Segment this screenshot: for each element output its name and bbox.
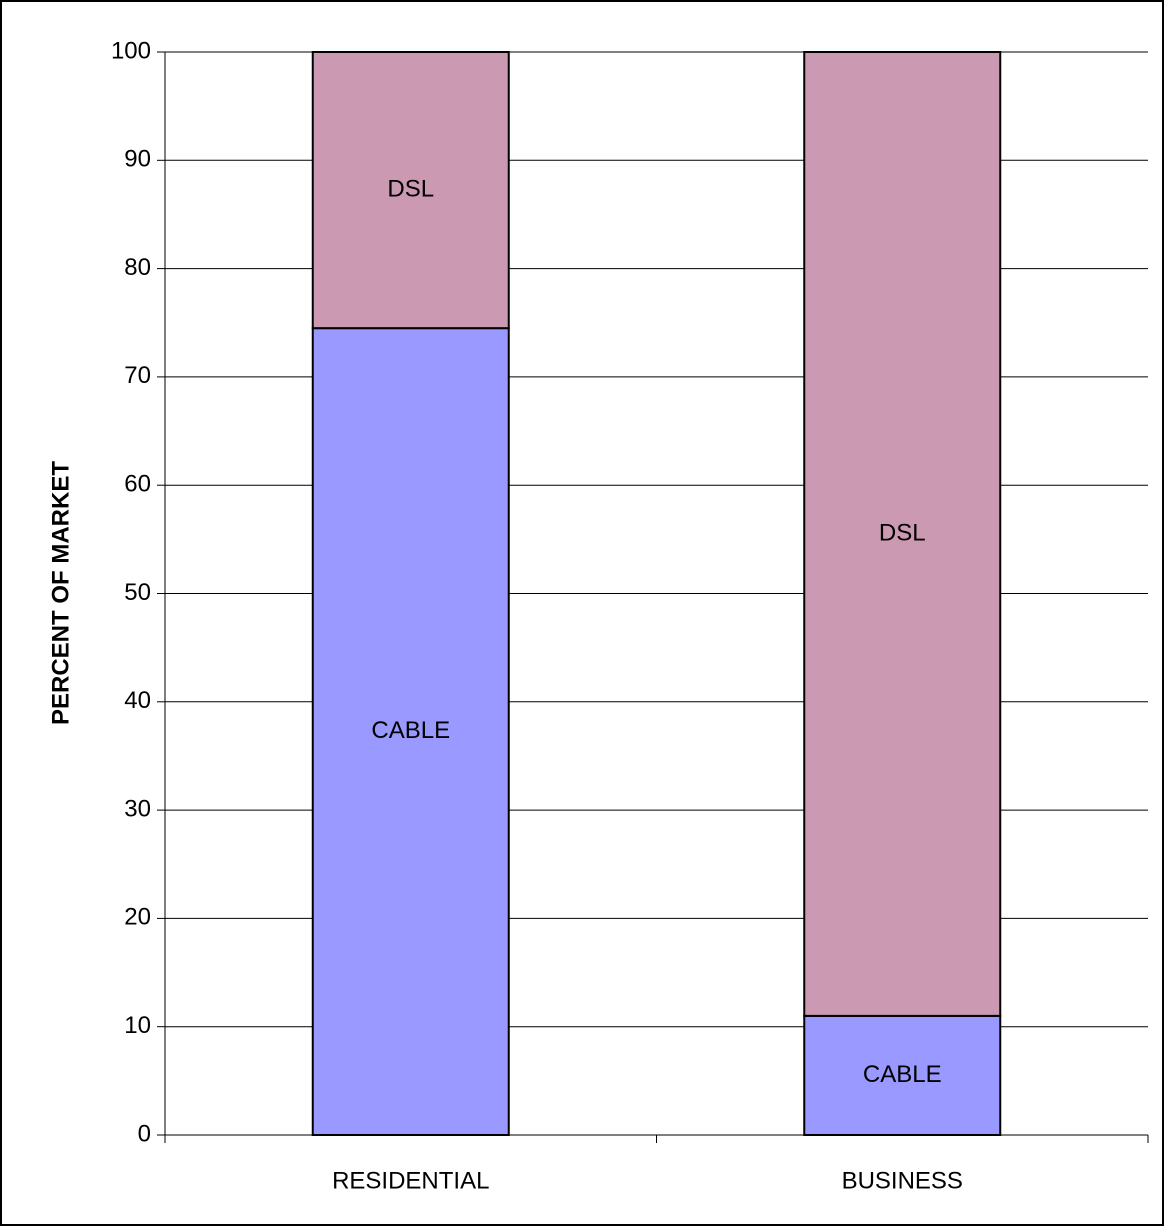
- y-tick-label: 40: [124, 687, 151, 714]
- y-tick-label: 80: [124, 254, 151, 281]
- bar-segment-dsl-residential: [311, 51, 510, 330]
- bars: [311, 51, 1002, 1137]
- y-tick-label: 0: [138, 1120, 151, 1147]
- x-tick-label: BUSINESS: [842, 1167, 963, 1194]
- segment-label: CABLE: [863, 1061, 942, 1088]
- y-tick-label: 70: [124, 362, 151, 389]
- segment-label: CABLE: [371, 717, 450, 744]
- y-tick-label: 20: [124, 904, 151, 931]
- segment-label: DSL: [879, 519, 926, 546]
- x-tick-label: RESIDENTIAL: [332, 1167, 489, 1194]
- labels: 0 10 20 30 40 50 60 70 80 90 100 CABLE DSL RESIDENTIA…: [111, 37, 963, 1194]
- y-tick-label: 30: [124, 795, 151, 822]
- axes: [157, 51, 1149, 1143]
- bar-segment-dsl-business: [803, 51, 1002, 1017]
- y-tick-label: 100: [111, 37, 151, 64]
- y-tick-label: 50: [124, 579, 151, 606]
- y-tick-label: 10: [124, 1012, 151, 1039]
- y-axis-title: PERCENT OF MARKET: [47, 461, 74, 725]
- y-tick-label: 90: [124, 146, 151, 173]
- y-tick-label: 60: [124, 471, 151, 498]
- bar-segment-cable-business: [803, 1014, 1002, 1136]
- bar-segment-cable-residential: [311, 327, 510, 1137]
- segment-label: DSL: [387, 175, 434, 202]
